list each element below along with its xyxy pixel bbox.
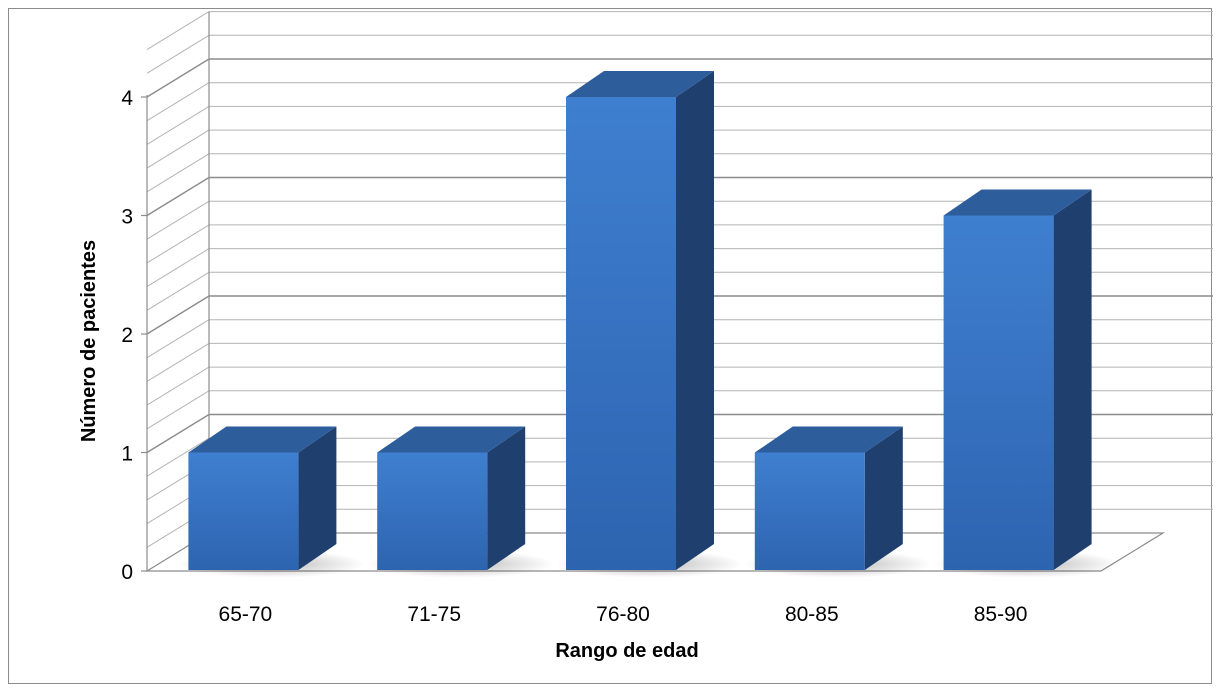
wall-gridline-diagonal [146, 58, 210, 98]
wall-gridline-diagonal [146, 248, 210, 288]
wall-gridline-diagonal [146, 390, 210, 430]
bar-top-face [754, 426, 903, 453]
wall-gridline-diagonal [146, 153, 210, 193]
bar-side-face [487, 426, 526, 570]
y-tick-label: 4 [121, 87, 133, 110]
wall-gridline-diagonal [146, 200, 210, 240]
wall-gridline-diagonal [146, 271, 210, 311]
wall-gridline-diagonal [146, 437, 210, 477]
x-tick-label: 85-90 [974, 603, 1028, 626]
y-tick-label: 3 [121, 206, 133, 229]
y-tick-label: 1 [121, 443, 133, 466]
x-tick-label: 80-85 [785, 603, 839, 626]
wall-gridline-diagonal [146, 176, 210, 217]
bar-front-face [566, 97, 676, 570]
x-tick-label: 76-80 [596, 603, 650, 626]
y-axis-ticks: 0 1 2 3 4 [121, 87, 147, 584]
bar-85-90 [933, 189, 1121, 578]
x-axis-title: Rango de edad [555, 640, 698, 662]
bar-series [177, 71, 1121, 578]
bar-71-75 [366, 426, 554, 578]
bar-side-face [676, 71, 714, 570]
bar-top-face [943, 189, 1092, 216]
bar-top-face [566, 71, 714, 97]
bar-front-face [188, 452, 299, 570]
x-tick-label: 71-75 [407, 603, 461, 626]
x-tick-label: 65-70 [219, 603, 273, 626]
bar-side-face [864, 426, 903, 570]
wall-gridline-diagonal [146, 319, 210, 359]
wall-gridline-diagonal [146, 224, 210, 264]
wall-gridline-diagonal [146, 34, 210, 74]
bar-65-70 [177, 426, 365, 578]
bar-chart: 0 1 2 3 4 65-70 71-75 76-80 80-85 85-90 Rango de… [78, 11, 1213, 662]
bar-front-face [943, 215, 1054, 570]
wall-gridline-diagonal [146, 82, 210, 122]
wall-gridline-diagonal [146, 366, 210, 406]
y-tick-label: 0 [121, 561, 133, 584]
wall-gridline-diagonal [146, 342, 210, 382]
y-axis-title: Número de pacientes [78, 240, 100, 442]
bar-side-face [1053, 189, 1092, 570]
wall-gridline-diagonal [146, 129, 210, 169]
y-tick-label: 2 [121, 324, 133, 347]
bar-76-80 [555, 71, 743, 578]
x-axis-ticks: 65-70 71-75 76-80 80-85 85-90 [219, 603, 1028, 626]
bar-side-face [298, 426, 337, 570]
chart-frame: 0 1 2 3 4 65-70 71-75 76-80 80-85 85-90 Rango de… [8, 8, 1213, 684]
wall-gridline-diagonal [146, 105, 210, 145]
bar-front-face [754, 452, 865, 570]
bar-top-face [188, 426, 337, 453]
bar-top-face [377, 426, 526, 453]
wall-gridline-diagonal [146, 295, 210, 335]
bar-80-85 [744, 426, 932, 578]
wall-gridline-diagonal [146, 11, 210, 51]
wall-gridline-diagonal [146, 413, 210, 454]
bar-front-face [377, 452, 488, 570]
